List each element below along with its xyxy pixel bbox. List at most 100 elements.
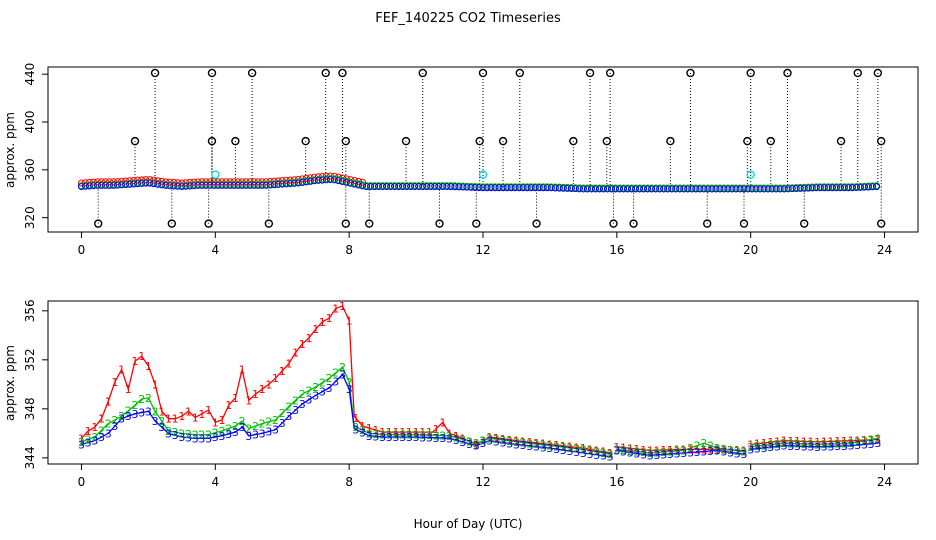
series-2-marker: 2 [252, 420, 259, 433]
top-panel: 0 4 8 12 16 20 24 320 360 400 440 approx. ppm [3, 63, 919, 257]
series-2-marker: 2 [633, 445, 640, 458]
series-3-point [873, 183, 881, 191]
series-1-marker: 1 [245, 394, 252, 407]
series-1-marker: 1 [352, 412, 359, 425]
series-3-point [868, 183, 876, 191]
series-3-point [359, 182, 367, 190]
series-2-marker: 2 [546, 440, 553, 453]
series-3-marker: 3 [874, 437, 881, 450]
series-3-marker: 3 [500, 437, 507, 450]
series-3-marker: 3 [680, 447, 687, 460]
series-3-marker: 3 [814, 441, 821, 454]
series-3-point [563, 184, 571, 192]
series-2-marker: 2 [292, 394, 299, 407]
series-3-marker: 3 [393, 431, 400, 444]
series-1-marker: 1 [734, 444, 741, 457]
series-3-marker: 3 [239, 421, 246, 434]
series-3-marker: 3 [185, 432, 192, 445]
series-3-marker: 3 [346, 383, 353, 396]
series-2-marker: 2 [480, 435, 487, 448]
series-1-marker: 1 [841, 435, 848, 448]
series-3-point [832, 184, 840, 192]
series-3-point [603, 185, 611, 193]
outlier-point [321, 68, 330, 78]
series-3-marker: 3 [379, 431, 386, 444]
series-2-marker: 2 [747, 441, 754, 454]
series-1-marker: 1 [513, 435, 520, 448]
series-2-marker: 2 [205, 429, 212, 442]
series-3-marker: 3 [359, 427, 366, 440]
series-3-point [624, 185, 632, 193]
series-1-marker: 1 [714, 443, 721, 456]
series-1-marker: 1 [553, 439, 560, 452]
series-2-marker: 2 [326, 372, 333, 385]
series-2-marker: 2 [198, 429, 205, 442]
series-3-point [664, 185, 672, 193]
series-1-marker: 1 [232, 392, 239, 405]
bottom-x-tick-label: 0 [78, 475, 86, 489]
series-1-marker: 1 [814, 436, 821, 449]
series-2-marker: 2 [339, 361, 346, 374]
series-1-marker: 1 [506, 434, 513, 447]
series-3-marker: 3 [406, 431, 413, 444]
series-1-marker: 1 [219, 414, 226, 427]
series-3-marker: 3 [567, 445, 574, 458]
series-3-point [322, 176, 330, 184]
top-x-tick-label: 0 [78, 243, 86, 257]
series-3-marker: 3 [540, 441, 547, 454]
series-3-point [784, 185, 792, 193]
series-2-marker: 2 [734, 445, 741, 458]
series-1-marker: 1 [654, 444, 661, 457]
series-1-marker: 1 [473, 438, 480, 451]
series-3-marker: 3 [620, 445, 627, 458]
series-2-marker: 2 [580, 443, 587, 456]
series-3-point [567, 185, 575, 193]
series-2-marker: 2 [85, 433, 92, 446]
series-1-marker: 1 [741, 445, 748, 458]
outlier-point [686, 68, 695, 78]
outlier-point [130, 136, 140, 146]
series-3-point [250, 181, 258, 189]
series-2-marker: 2 [560, 441, 567, 454]
series-3-marker: 3 [613, 445, 620, 458]
series-2-marker: 2 [814, 438, 821, 451]
series-2-marker: 2 [219, 425, 226, 438]
series-2-marker: 2 [285, 400, 292, 413]
series-3-point [387, 183, 395, 191]
series-3-point [816, 184, 824, 192]
series-3-point [262, 181, 270, 189]
series-2-marker: 2 [192, 429, 199, 442]
series-1-marker: 1 [707, 443, 714, 456]
series-3-point [431, 183, 439, 191]
series-3-marker: 3 [687, 446, 694, 459]
series-3-marker: 3 [647, 449, 654, 462]
top-y-tick-label: 400 [23, 111, 37, 134]
series-3-point [640, 185, 648, 193]
series-3-marker: 3 [761, 442, 768, 455]
series-2-marker: 2 [165, 425, 172, 438]
series-1-marker: 1 [807, 436, 814, 449]
series-1-marker: 1 [433, 423, 440, 436]
outlier-point [150, 68, 160, 78]
series-1-marker: 1 [580, 442, 587, 455]
outlier-point [876, 136, 886, 146]
series-2-marker: 2 [419, 429, 426, 442]
series-3-point [90, 182, 98, 190]
series-3-point [467, 183, 475, 191]
series-3-point [238, 181, 246, 189]
outlier-point [247, 68, 257, 78]
series-3-marker: 3 [654, 449, 661, 462]
series-3-point [579, 185, 587, 193]
series-1-marker: 1 [272, 372, 279, 385]
outlier-point [532, 219, 541, 228]
bottom-lines [81, 305, 878, 458]
series-3-point [202, 181, 210, 189]
series-1-marker: 1 [700, 443, 707, 456]
series-2-marker: 2 [372, 428, 379, 441]
series-1-marker: 1 [754, 438, 761, 451]
series-1-marker: 1 [640, 444, 647, 457]
outlier-point [341, 219, 351, 228]
series-3-marker: 3 [526, 440, 533, 453]
series-3-point [812, 184, 820, 192]
outlier-point [365, 219, 374, 228]
